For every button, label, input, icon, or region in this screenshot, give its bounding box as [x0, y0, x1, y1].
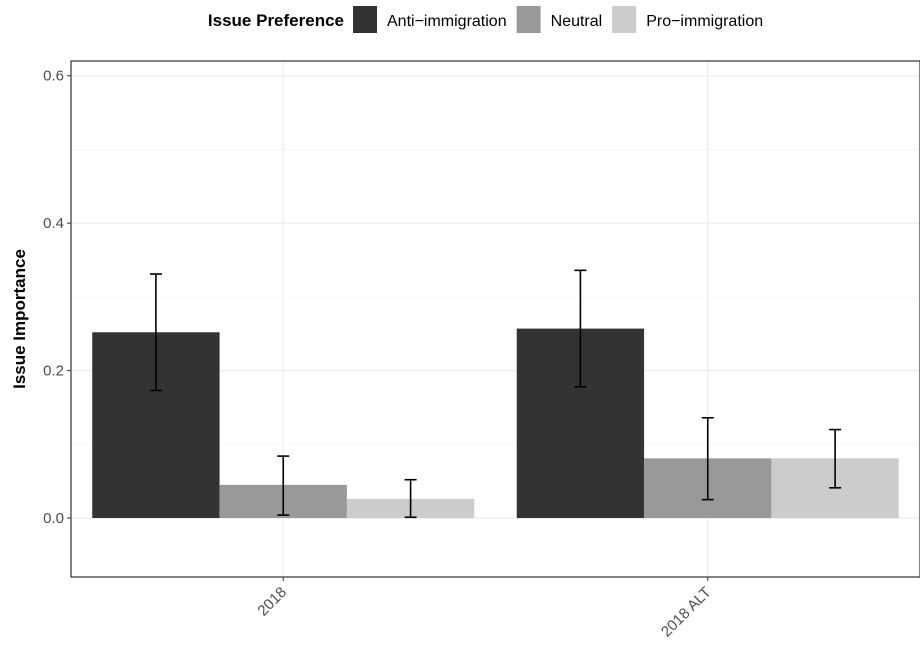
y-axis-title: Issue Importance: [10, 249, 29, 389]
y-tick-label: 0.2: [43, 363, 64, 380]
y-tick-label: 0.6: [43, 68, 64, 85]
y-tick-label: 0.4: [43, 215, 64, 232]
x-tick-label: 2018 ALT: [658, 584, 715, 641]
legend-swatch: [516, 6, 541, 33]
y-tick-label: 0.0: [43, 510, 64, 527]
x-axis: 2018 2018 ALT: [254, 577, 715, 641]
legend-swatch: [353, 6, 377, 33]
legend-label: Pro−immigration: [646, 13, 763, 30]
y-axis: 0.0 0.2 0.4 0.6: [43, 68, 71, 527]
legend-label: Neutral: [551, 13, 603, 30]
legend-title: Issue Preference: [208, 11, 344, 30]
legend-label: Anti−immigration: [387, 13, 507, 30]
plot-panel: [70, 60, 920, 578]
legend-swatch: [612, 6, 637, 33]
x-tick-label: 2018: [254, 584, 290, 620]
legend: Issue Preference Anti−immigration Neutral…: [208, 6, 763, 33]
